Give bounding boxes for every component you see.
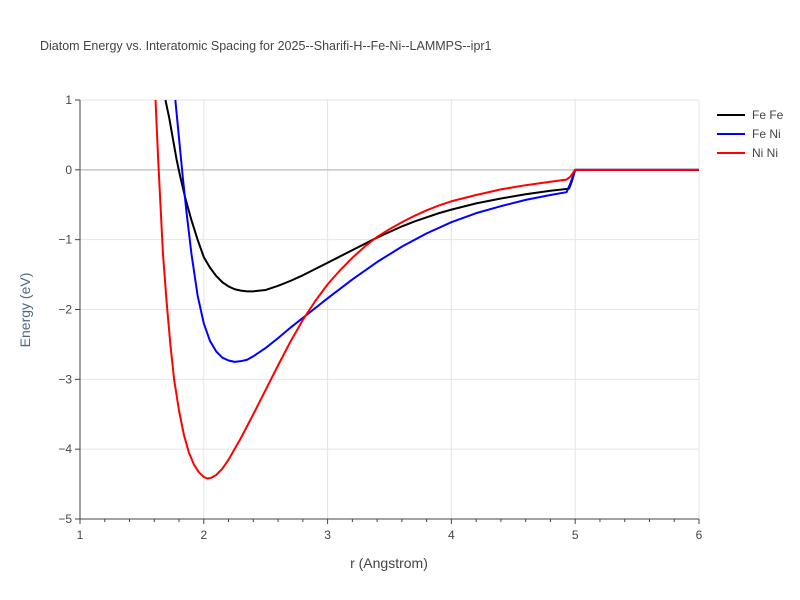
chart-title: Diatom Energy vs. Interatomic Spacing fo… <box>40 39 492 53</box>
y-tick-label: −1 <box>58 233 72 247</box>
x-tick-label: 4 <box>448 528 455 542</box>
y-tick-label: 1 <box>65 93 72 107</box>
x-tick-label: 3 <box>324 528 331 542</box>
x-axis-label: r (Angstrom) <box>350 555 428 571</box>
legend-label: Ni Ni <box>752 146 778 160</box>
x-tick-label: 1 <box>77 528 84 542</box>
x-tick-label: 2 <box>200 528 207 542</box>
y-tick-label: −4 <box>58 442 72 456</box>
y-tick-label: −3 <box>58 372 72 386</box>
series-group <box>154 99 699 480</box>
series-layer <box>154 99 699 480</box>
series-line-fe-ni <box>174 99 699 363</box>
x-tick-label: 5 <box>572 528 579 542</box>
legend-label: Fe Fe <box>752 108 784 122</box>
axes <box>75 99 700 524</box>
grid-lines <box>80 99 700 519</box>
y-tick-label: −5 <box>58 512 72 526</box>
y-tick-label: −2 <box>58 303 72 317</box>
legend: Fe Fe Fe Ni Ni Ni <box>717 108 784 160</box>
y-axis-label: Energy (eV) <box>17 273 33 348</box>
x-tick-label: 6 <box>696 528 703 542</box>
series-line-ni-ni <box>154 99 699 480</box>
tick-labels: 1 2 3 4 5 6 −5 −4 −3 −2 −1 0 1 <box>58 93 702 542</box>
legend-label: Fe Ni <box>752 127 781 141</box>
series-line-fe-fe <box>164 99 699 293</box>
y-tick-label: 0 <box>65 163 72 177</box>
